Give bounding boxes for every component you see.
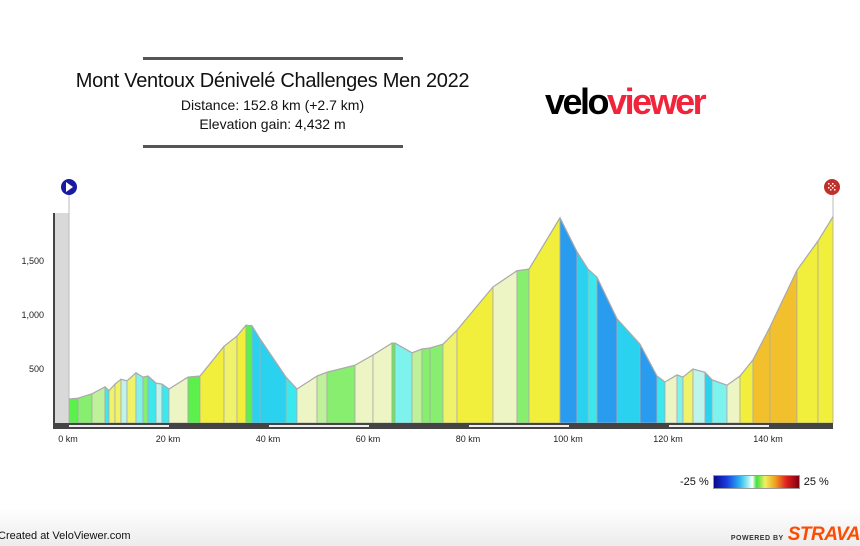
checkered-dot <box>832 187 834 189</box>
profile-segment <box>285 376 298 424</box>
credit-text[interactable]: Created at VeloViewer.com <box>0 530 131 542</box>
profile-segment <box>223 335 238 424</box>
profile-segment <box>394 342 413 424</box>
profile-segment <box>68 397 79 424</box>
y-tick-label: 500 <box>29 364 44 374</box>
profile-segment <box>704 371 713 424</box>
profile-segment <box>316 371 328 424</box>
title-top-rule <box>143 57 403 60</box>
profile-outline <box>68 216 834 400</box>
profile-segment <box>817 215 834 424</box>
profile-segment <box>492 269 518 424</box>
checkered-dot <box>830 189 832 191</box>
distance-text: Distance: 152.8 km (+2.7 km) <box>180 97 365 113</box>
profile-segment <box>135 372 144 424</box>
x-axis-bar <box>53 423 833 429</box>
profile-segment <box>391 342 396 424</box>
x-tick-label: 0 km <box>58 434 78 444</box>
checkered-dot <box>834 189 836 191</box>
profile-segment <box>676 374 684 424</box>
chart-title: Mont Ventoux Dénivelé Challenges Men 202… <box>75 70 470 92</box>
profile-segment <box>576 250 589 424</box>
profile-segment <box>77 393 93 424</box>
profile-segment <box>251 324 261 424</box>
pre-start-area <box>55 213 69 423</box>
profile-segment <box>245 324 253 424</box>
x-tick-label: 40 km <box>256 434 281 444</box>
profile-segment <box>104 385 110 424</box>
profile-segment <box>559 217 578 424</box>
elevation-profile-chart: 0 km 20 km 40 km 60 km 80 km 100 km 120 km 140 … <box>21 179 840 444</box>
profile-segment <box>168 376 189 424</box>
profile-segment <box>326 364 356 424</box>
axis-scale-stripe <box>469 425 569 427</box>
profile-segment <box>664 374 678 424</box>
profile-segment <box>120 378 128 424</box>
title-bottom-rule <box>143 145 403 148</box>
profile-segment <box>114 378 122 424</box>
profile-segment <box>187 375 201 424</box>
profile-segment <box>656 375 666 424</box>
profile-segment <box>796 239 819 424</box>
checkered-dot <box>828 183 830 185</box>
x-tick-label: 80 km <box>456 434 481 444</box>
profile-segment <box>259 337 287 424</box>
profile-segment <box>354 354 374 424</box>
profile-segment <box>711 379 728 424</box>
profile-segment <box>587 268 598 424</box>
axis-scale-stripe <box>269 425 369 427</box>
profile-segment <box>236 324 247 424</box>
x-tick-label: 20 km <box>156 434 181 444</box>
checkered-dot <box>830 185 832 187</box>
veloviewer-logo: veloviewer <box>545 81 707 122</box>
profile-segment <box>739 358 754 424</box>
elevation-gain-text: Elevation gain: 4,432 m <box>199 116 346 132</box>
play-icon-glyph <box>66 182 73 192</box>
powered-by-strava[interactable]: POWERED BY STRAVA <box>731 524 860 546</box>
profile-segment <box>616 317 641 424</box>
checkered-dot <box>828 187 830 189</box>
x-tick-label: 60 km <box>356 434 381 444</box>
strava-logo: STRAVA <box>787 524 860 545</box>
x-tick-label: 100 km <box>553 434 583 444</box>
gradient-legend: -25 % 25 % <box>680 475 829 489</box>
y-axis-line <box>53 213 55 425</box>
profile-segment <box>528 216 561 424</box>
x-tick-label: 120 km <box>653 434 683 444</box>
profile-segment <box>769 270 798 424</box>
profile-segment <box>429 343 444 424</box>
profile-segment <box>726 375 741 424</box>
profile-segment <box>442 329 458 424</box>
legend-min-label: -25 % <box>680 476 709 488</box>
profile-segment <box>456 285 494 424</box>
powered-by-label: POWERED BY <box>730 535 784 542</box>
profile-segment <box>155 382 163 424</box>
legend-color-bar <box>712 475 800 489</box>
x-tick-label: 140 km <box>753 434 783 444</box>
axis-scale-stripe <box>669 425 769 427</box>
profile-segment <box>639 343 658 424</box>
profile-segment <box>372 342 393 424</box>
legend-max-label: 25 % <box>803 476 829 488</box>
profile-segment <box>199 345 225 424</box>
profile-segment <box>692 368 706 424</box>
profile-segment <box>421 347 431 424</box>
profile-segment <box>516 268 530 424</box>
profile-segment <box>682 368 694 424</box>
axis-scale-stripe <box>69 425 169 427</box>
profile-segment <box>142 375 149 424</box>
footer <box>0 508 860 546</box>
y-tick-label: 1,000 <box>21 310 44 320</box>
checkered-dot <box>832 183 834 185</box>
profile-segment <box>752 326 771 424</box>
y-tick-label: 1,500 <box>21 256 44 266</box>
profile-segment <box>147 375 157 424</box>
checkered-dot <box>834 185 836 187</box>
profile-segment <box>411 348 423 424</box>
logo-velo: velo <box>545 81 610 122</box>
profile-segment <box>161 383 170 424</box>
logo-viewer: viewer <box>607 81 707 122</box>
